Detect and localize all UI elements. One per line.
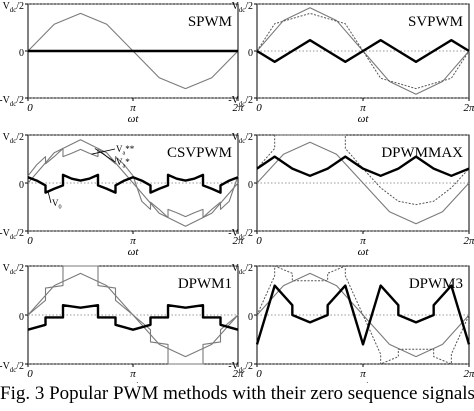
x-tick-label: 0 bbox=[256, 235, 262, 247]
x-axis-label: ωt bbox=[358, 246, 370, 258]
x-tick-label: π bbox=[360, 102, 366, 114]
annotation-label: V0 bbox=[52, 198, 62, 211]
x-axis-label: ωt bbox=[358, 379, 370, 383]
x-tick-label: π bbox=[130, 102, 136, 114]
y-tick-label: -Vdc/2 bbox=[228, 361, 253, 374]
y-tick-label: Vdc/2 bbox=[3, 132, 24, 145]
x-tick-label: π bbox=[360, 235, 366, 247]
series-zero-sequence bbox=[255, 284, 471, 346]
x-tick-label: 0 bbox=[27, 368, 33, 380]
series-zero-sequence bbox=[256, 38, 470, 64]
series-modulation bbox=[27, 265, 239, 365]
panel-title: DPWM1 bbox=[178, 276, 232, 292]
y-tick-label: -Vdc/2 bbox=[0, 361, 24, 374]
y-tick-label: -Vdc/2 bbox=[228, 95, 253, 108]
x-axis-label: ωt bbox=[128, 246, 140, 258]
x-tick-label: π bbox=[130, 368, 136, 380]
annotation-arrow bbox=[91, 148, 116, 155]
x-tick-label: 0 bbox=[27, 235, 33, 247]
x-tick-label: 0 bbox=[256, 102, 262, 114]
x-tick-label: 0 bbox=[256, 368, 262, 380]
series-modulation bbox=[256, 12, 470, 90]
panel-title: DPWM3 bbox=[409, 276, 463, 292]
series-reference bbox=[256, 141, 470, 225]
y-tick-label: 0 bbox=[19, 180, 24, 191]
x-tick-label: 2π bbox=[232, 102, 244, 114]
annotation-arrow bbox=[47, 191, 52, 204]
y-tick-label: 0 bbox=[248, 312, 253, 323]
x-axis-label: ωt bbox=[128, 113, 140, 125]
x-tick-label: π bbox=[360, 368, 366, 380]
y-tick-label: Vdc/2 bbox=[232, 1, 253, 14]
y-tick-label: -Vdc/2 bbox=[0, 95, 24, 108]
x-axis-label: ωt bbox=[358, 113, 370, 125]
series-zero-sequence bbox=[256, 155, 470, 178]
y-tick-label: 0 bbox=[248, 180, 253, 191]
x-tick-label: 2π bbox=[463, 235, 474, 247]
series-modulation bbox=[256, 134, 470, 206]
series-v-a- bbox=[27, 147, 239, 219]
series-zero-sequence bbox=[27, 304, 239, 331]
panel-title: CSVPWM bbox=[167, 145, 232, 161]
y-tick-label: Vdc/2 bbox=[232, 132, 253, 145]
series-modulation bbox=[256, 265, 470, 365]
annotation-arrow bbox=[94, 148, 116, 163]
x-tick-label: π bbox=[130, 235, 136, 247]
y-tick-label: 0 bbox=[248, 48, 253, 59]
x-tick-label: 2π bbox=[232, 235, 244, 247]
panel-dpwm1: Vdc/20-Vdc/20π2πωtDPWM1 bbox=[0, 263, 244, 383]
series-v-0 bbox=[27, 173, 239, 194]
annotation-label: Va** bbox=[116, 144, 135, 157]
y-tick-label: 0 bbox=[19, 312, 24, 323]
panel-dpwm3: Vdc/20-Vdc/20π2πωtDPWM3 bbox=[228, 263, 474, 383]
y-tick-label: -Vdc/2 bbox=[228, 228, 253, 241]
y-tick-label: 0 bbox=[19, 48, 24, 59]
x-axis-label: ωt bbox=[128, 379, 140, 383]
panel-title: SPWM bbox=[188, 14, 232, 30]
y-tick-label: Vdc/2 bbox=[232, 263, 253, 276]
x-tick-label: 2π bbox=[463, 102, 474, 114]
y-tick-label: -Vdc/2 bbox=[0, 228, 24, 241]
panel-title: SVPWM bbox=[408, 14, 463, 30]
x-tick-label: 2π bbox=[463, 368, 474, 380]
annotation-label: Va* bbox=[116, 157, 130, 170]
y-tick-label: Vdc/2 bbox=[3, 1, 24, 14]
x-tick-label: 0 bbox=[27, 102, 33, 114]
y-tick-label: Vdc/2 bbox=[3, 263, 24, 276]
x-tick-label: 2π bbox=[232, 368, 244, 380]
figure-caption: Fig. 3 Popular PWM methods with their ze… bbox=[0, 383, 474, 404]
panel-title: DPWMMAX bbox=[381, 145, 463, 161]
